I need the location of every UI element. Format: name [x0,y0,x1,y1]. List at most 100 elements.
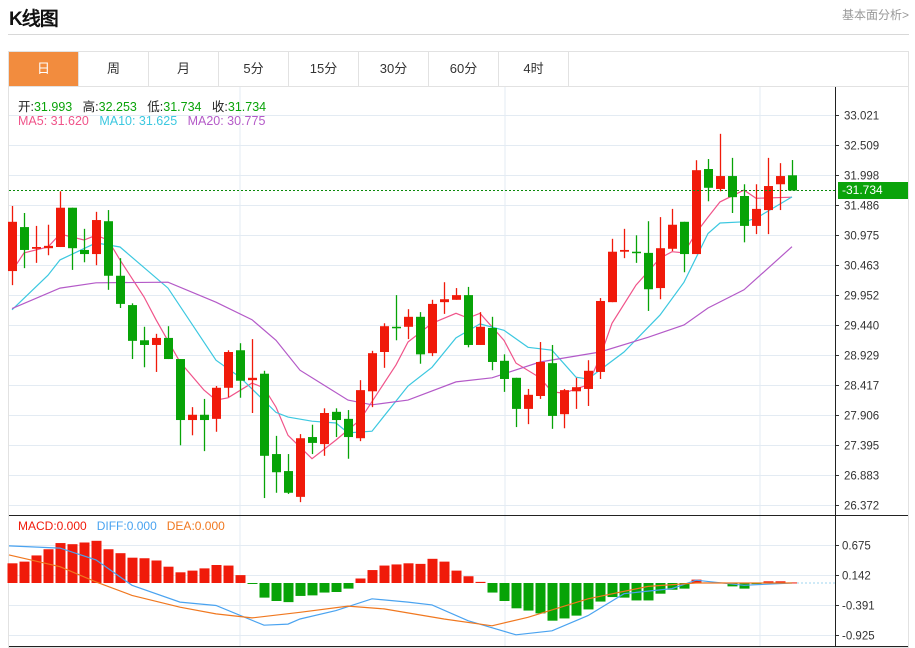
macd-bar [619,583,630,598]
fundamental-analysis-link[interactable]: 基本面分析> [841,8,909,22]
macd-bar [607,583,618,598]
candle-down [644,252,653,290]
macd-bar [487,583,498,593]
macd-bar [79,542,90,583]
header-divider [8,34,909,35]
candle-down [272,454,281,473]
candle-down [260,373,269,456]
macd-bar [235,575,246,583]
candle-up [476,326,485,345]
macd-bar [91,540,102,583]
low-value: 31.734 [163,100,202,114]
ma5-line [11,189,793,460]
candle-up [188,414,197,421]
high-label: 高: [82,100,99,114]
tab-month[interactable]: 月 [149,52,219,86]
candle-up [608,251,617,303]
macd-bar [571,583,582,616]
macd-bar [439,561,450,583]
price-tick-label: 29.952 [844,291,879,303]
ma5-value: MA5: 31.620 [18,114,89,128]
macd-bar [187,570,198,583]
tab-5min[interactable]: 5分 [219,52,289,86]
macd-bar [763,581,774,583]
candle-up [716,176,725,189]
candle-down [140,340,149,345]
tab-week[interactable]: 周 [79,52,149,86]
price-tick-label: 30.975 [844,231,879,243]
open-value: 31.993 [33,100,73,114]
macd-bar [331,583,342,592]
candle-down [236,350,245,381]
macd-bar [499,583,510,601]
macd-bar [43,549,54,583]
macd-bar [175,572,186,583]
macd-bar [223,565,234,583]
macd-bar [595,583,606,602]
macd-bar [163,566,174,583]
tab-60min[interactable]: 60分 [429,52,499,86]
page-title: K线图 [9,9,59,30]
candle-up [524,394,533,409]
close-label: 收: [211,100,228,114]
price-tick-label: 26.883 [844,471,879,483]
ma-info: MA5: 31.620 MA10: 31.625 MA20: 30.775 [18,114,265,128]
candle-up [752,208,761,226]
macd-bar [7,563,18,583]
candle-down [464,295,473,345]
candle-up [380,326,389,353]
macd-bar [691,579,702,583]
tab-30min[interactable]: 30分 [359,52,429,86]
candle-up [44,245,53,249]
ma20-value: MA20: 30.775 [187,114,266,128]
ohlc-info: 开:31.993 高:32.253 低:31.734 收:31.734 [18,96,266,115]
tab-day[interactable]: 日 [9,52,79,86]
macd-bar [115,553,126,583]
candle-down [116,275,125,304]
candle-down [104,221,113,276]
macd-bar [535,583,546,614]
candle-down [488,327,497,362]
candle-down [728,176,737,198]
close-value: 31.734 [227,100,267,114]
candle-up [212,387,221,419]
candle-up [368,353,377,392]
candle-up [440,299,449,303]
candle-down [308,437,317,443]
macd-bar [775,581,786,583]
candle-up [620,249,629,252]
candle-down [332,411,341,421]
candle-down [500,360,509,379]
candle-down [128,305,137,341]
candle-up [596,300,605,372]
candle-up [776,176,785,185]
macd-tick-label: 0.142 [842,571,871,583]
dea-value: DEA:0.000 [166,519,225,533]
macd-bar [511,583,522,609]
macd-bar [787,582,798,584]
tab-4hour[interactable]: 4时 [499,52,569,86]
macd-bar [379,565,390,583]
candle-up [572,387,581,392]
candle-down [632,251,641,254]
macd-bar [463,576,474,583]
candle-up [656,248,665,289]
open-label: 开: [18,100,34,114]
macd-bar [667,583,678,590]
candle-down [704,169,713,188]
candle-up [248,377,257,381]
macd-bar [403,563,414,583]
candle-down [392,326,401,329]
macd-bar [283,583,294,603]
macd-tick-label: -0.391 [842,601,875,613]
macd-bar [247,583,258,584]
candle-down [788,175,797,191]
candle-up [764,186,773,211]
candle-down [200,414,209,421]
price-tick-label: 33.021 [844,111,879,123]
macd-bar [343,583,354,589]
candle-down [740,195,749,226]
candle-up [320,413,329,445]
tab-15min[interactable]: 15分 [289,52,359,86]
